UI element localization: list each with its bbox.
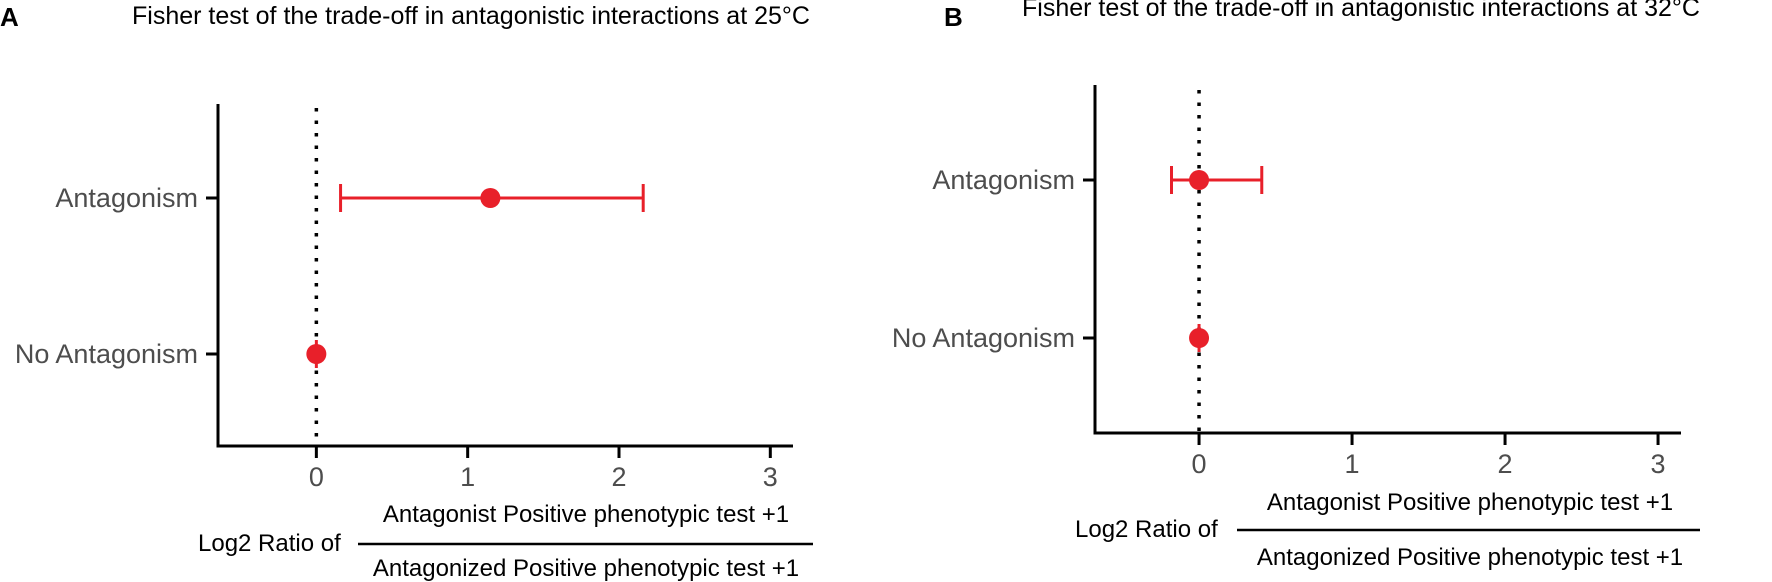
panel-a-title: Fisher test of the trade-off in antagoni… — [132, 2, 810, 30]
panel-b-x-tick-label-3: 3 — [1651, 449, 1666, 479]
panel-b-point-no-antagonism — [1189, 328, 1210, 348]
panel-a-y-label-no-antagonism: No Antagonism — [15, 339, 198, 369]
panel-b: B Fisher test of the trade-off in antago… — [892, 0, 1700, 571]
panel-a-xlabel-numerator: Antagonist Positive phenotypic test +1 — [383, 501, 789, 528]
panel-b-x-tick-label-2: 2 — [1498, 449, 1513, 479]
panel-b-x-tick-label-1: 1 — [1345, 449, 1360, 479]
panel-b-point-antagonism — [1189, 170, 1210, 190]
panel-b-letter: B — [944, 2, 963, 32]
panel-b-y-label-antagonism: Antagonism — [932, 165, 1075, 195]
panel-a-x-tick-label-0: 0 — [309, 462, 324, 492]
panel-a-xlabel-denominator: Antagonized Positive phenotypic test +1 — [373, 555, 799, 582]
panel-a-y-label-antagonism: Antagonism — [55, 183, 198, 213]
panel-b-x-tick-label-0: 0 — [1192, 449, 1207, 479]
panel-a-xlabel-prefix: Log2 Ratio of — [198, 530, 341, 557]
panel-b-y-label-no-antagonism: No Antagonism — [892, 323, 1075, 353]
panel-a-point-no-antagonism — [306, 344, 327, 364]
panel-a-point-antagonism — [480, 188, 501, 208]
panel-b-xlabel-prefix: Log2 Ratio of — [1075, 516, 1218, 543]
panel-a-marks — [306, 108, 772, 458]
panel-b-marks — [1170, 90, 1660, 445]
panel-b-xlabel-denominator: Antagonized Positive phenotypic test +1 — [1257, 544, 1683, 571]
panel-a-letter: A — [0, 2, 19, 32]
panel-b-title: Fisher test of the trade-off in antagoni… — [1022, 0, 1700, 22]
panel-a-x-tick-label-3: 3 — [763, 462, 778, 492]
panel-a: A Fisher test of the trade-off in antago… — [0, 2, 813, 582]
panel-a-x-tick-label-2: 2 — [611, 462, 626, 492]
panel-a-x-tick-label-1: 1 — [460, 462, 475, 492]
panel-b-xlabel-numerator: Antagonist Positive phenotypic test +1 — [1267, 489, 1673, 516]
